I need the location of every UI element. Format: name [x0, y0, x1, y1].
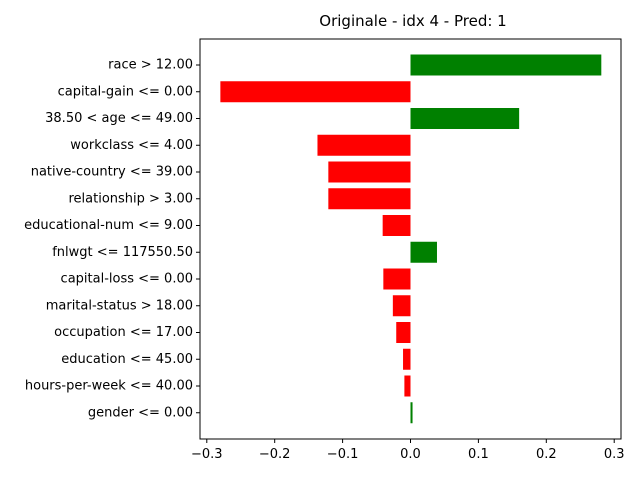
x-tick-label: −0.1 [327, 447, 359, 462]
y-tick-label: fnlwgt <= 117550.50 [52, 245, 193, 260]
y-tick-label: workclass <= 4.00 [70, 138, 193, 153]
bar-9 [392, 295, 411, 317]
bar-8 [383, 268, 411, 290]
x-tick-label: 0.1 [468, 447, 489, 462]
x-tick-label: −0.3 [191, 447, 223, 462]
bar-6 [382, 215, 411, 236]
y-tick-label: hours-per-week <= 40.00 [25, 379, 193, 394]
bar-11 [403, 348, 411, 370]
y-tick-label: educational-num <= 9.00 [24, 218, 193, 233]
y-tick-label: race > 12.00 [108, 58, 193, 73]
y-tick-label: education <= 45.00 [61, 352, 193, 367]
x-tick-label: 0.2 [536, 447, 557, 462]
bar-4 [328, 161, 411, 183]
y-tick-label: native-country <= 39.00 [31, 165, 193, 180]
y-tick-label: occupation <= 17.00 [54, 325, 193, 340]
x-tick-label: 0.3 [604, 447, 625, 462]
y-axis: race > 12.00 capital-gain <= 0.00 38.50 < … [24, 58, 200, 420]
bar-7 [410, 241, 437, 263]
bar-3 [317, 134, 411, 156]
y-tick-label: relationship > 3.00 [68, 191, 193, 206]
bar-2 [410, 108, 520, 129]
bar-1 [220, 81, 411, 103]
y-tick-label: capital-gain <= 0.00 [58, 84, 193, 99]
bar-0 [410, 54, 602, 76]
y-tick-label: marital-status > 18.00 [46, 298, 193, 313]
bar-10 [396, 322, 411, 343]
x-tick-label: 0.0 [400, 447, 421, 462]
y-tick-label: 38.50 < age <= 49.00 [45, 111, 193, 126]
bars-layer [220, 54, 602, 424]
y-tick-label: capital-loss <= 0.00 [61, 272, 193, 287]
y-tick-label: gender <= 0.00 [88, 405, 193, 420]
chart-title: Originale - idx 4 - Pred: 1 [319, 12, 506, 30]
bar-13 [410, 402, 413, 424]
bar-5 [328, 188, 411, 210]
x-axis: −0.3 −0.2 −0.1 0.0 0.1 0.2 0.3 [191, 439, 625, 462]
x-tick-label: −0.2 [259, 447, 291, 462]
bar-12 [404, 375, 411, 397]
